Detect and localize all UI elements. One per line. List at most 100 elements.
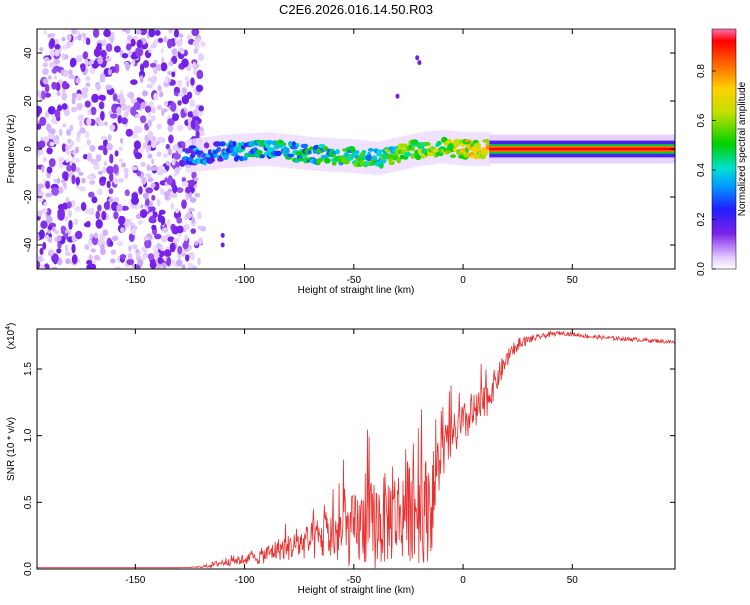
noise-blob — [85, 76, 91, 81]
noise-blob — [200, 41, 206, 47]
noise-blob — [197, 237, 204, 245]
noise-blob — [160, 62, 168, 72]
noise-blob — [173, 29, 180, 38]
noise-blob — [125, 39, 131, 45]
noise-blob — [116, 203, 123, 212]
noise-blob — [191, 265, 197, 269]
noise-blob — [52, 137, 57, 142]
noise-blob — [130, 106, 137, 116]
noise-blob — [191, 171, 197, 179]
noise-blob — [185, 254, 190, 262]
noise-blob — [188, 207, 195, 212]
noise-blob — [57, 203, 66, 211]
noise-blob — [71, 243, 76, 254]
noise-blob — [46, 123, 52, 132]
colorbar-tick-label: 0.4 — [696, 163, 707, 177]
noise-blob — [170, 101, 177, 112]
noise-blob — [45, 192, 53, 198]
noise-blob — [118, 178, 124, 183]
noise-blob — [37, 255, 43, 262]
track-halo — [311, 137, 316, 171]
signal-blob — [255, 149, 263, 155]
noise-blob — [78, 186, 86, 192]
noise-blob — [160, 215, 166, 226]
noise-blob — [141, 101, 146, 110]
noise-blob — [68, 220, 73, 230]
noise-blob — [176, 187, 184, 194]
noise-blob — [143, 236, 150, 241]
track-halo — [458, 131, 463, 166]
noise-blob — [75, 176, 81, 186]
noise-blob — [184, 234, 189, 242]
noise-blob — [97, 56, 104, 65]
noise-blob — [163, 153, 168, 159]
signal-blob — [216, 146, 221, 152]
noise-blob — [42, 62, 49, 68]
noise-blob — [164, 195, 169, 201]
noise-blob — [46, 166, 53, 174]
noise-blob — [180, 108, 185, 119]
noise-blob — [120, 227, 125, 233]
signal-blob — [432, 148, 439, 153]
noise-blob — [118, 215, 125, 226]
stray-blob — [395, 93, 400, 99]
noise-blob — [38, 191, 44, 198]
noise-blob — [64, 216, 69, 222]
noise-blob — [85, 82, 91, 87]
signal-blob — [218, 141, 226, 147]
noise-blob — [178, 47, 184, 54]
noise-blob — [92, 29, 100, 38]
noise-blob — [50, 128, 56, 135]
signal-blob — [450, 154, 456, 159]
noise-blob — [172, 112, 179, 122]
signal-blob — [388, 160, 395, 166]
noise-blob — [173, 152, 181, 160]
noise-blob — [172, 144, 179, 152]
noise-blob — [160, 57, 165, 64]
noise-blob — [170, 192, 178, 198]
noise-blob — [163, 191, 170, 197]
noise-blob — [174, 167, 181, 172]
track-halo — [185, 139, 190, 173]
noise-blob — [54, 44, 61, 50]
track-halo — [424, 131, 429, 166]
noise-blob — [82, 38, 87, 45]
x-tick-label: -150 — [125, 575, 145, 586]
noise-blob — [195, 84, 204, 93]
noise-blob — [157, 37, 164, 43]
noise-blob — [84, 100, 91, 108]
noise-blob — [87, 109, 92, 116]
noise-blob — [192, 40, 199, 47]
track-halo — [261, 132, 266, 167]
noise-blob — [53, 178, 58, 183]
noise-blob — [195, 130, 200, 139]
noise-blob — [168, 134, 174, 144]
noise-blob — [109, 153, 114, 164]
noise-blob — [59, 128, 63, 137]
noise-blob — [93, 254, 100, 261]
noise-blob — [75, 230, 83, 240]
x-tick-label: 0 — [460, 575, 466, 586]
noise-blob — [49, 141, 55, 147]
noise-blob — [176, 79, 183, 87]
noise-blob — [65, 150, 72, 155]
noise-blob — [56, 248, 62, 254]
noise-blob — [186, 80, 190, 88]
noise-blob — [92, 161, 99, 166]
noise-blob — [166, 219, 171, 227]
noise-blob — [144, 238, 152, 249]
noise-blob — [177, 147, 184, 155]
noise-blob — [151, 224, 157, 231]
noise-blob — [100, 243, 105, 251]
noise-blob — [54, 230, 60, 235]
noise-blob — [43, 57, 50, 62]
noise-blob — [139, 75, 144, 83]
x-tick-label: -50 — [347, 575, 362, 586]
noise-blob — [193, 67, 197, 75]
noise-blob — [104, 121, 108, 126]
noise-blob — [148, 101, 154, 108]
noise-blob — [184, 75, 189, 82]
track-halo — [193, 138, 198, 172]
signal-blob — [284, 147, 290, 154]
noise-blob — [156, 242, 161, 250]
